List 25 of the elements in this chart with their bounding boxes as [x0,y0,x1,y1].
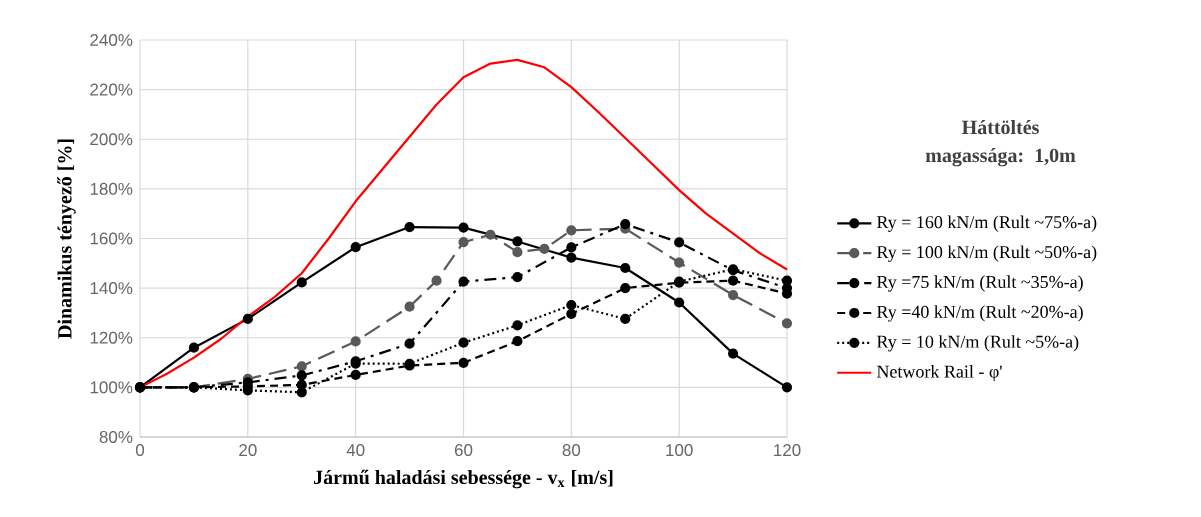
y-tick-label: 220% [90,83,133,96]
legend-title: Háttöltés magassága: 1,0m [925,120,1076,167]
y-tick-label: 120% [90,331,133,344]
x-tick-label: 120 [774,444,801,457]
legend-label: Ry = 160 kN/m (Rult ~75%-a) [876,215,1097,232]
legend-label: Ry = 10 kN/m (Rult ~5%-a) [876,335,1079,352]
legend-label: Ry =40 kN/m (Rult ~20%-a) [876,305,1083,322]
y-tick-label: 140% [90,282,133,295]
y-tick-label: 240% [90,33,133,46]
x-axis-title: Jármű haladási sebessége - v$_{x}$ [m/s] [314,469,613,489]
y-tick-label: 160% [90,232,133,245]
y-tick-label: 180% [90,182,133,195]
y-tick-label: 200% [90,133,133,146]
legend-label: Ry =75 kN/m (Rult ~35%-a) [876,275,1083,292]
y-tick-label: 80% [99,430,133,443]
y-axis-title: Dinamikus tényező [%] [57,139,76,339]
legend-label: Network Rail - φ' [876,365,1002,382]
x-tick-label: 60 [454,444,473,457]
x-tick-label: 20 [239,444,257,457]
x-tick-label: 100 [666,444,693,457]
y-tick-label: 100% [90,381,133,394]
x-tick-label: 80 [562,444,581,457]
legend-label: Ry = 100 kN/m (Rult ~50%-a) [876,245,1097,262]
x-tick-label: 0 [135,444,145,457]
x-tick-label: 40 [346,444,365,457]
